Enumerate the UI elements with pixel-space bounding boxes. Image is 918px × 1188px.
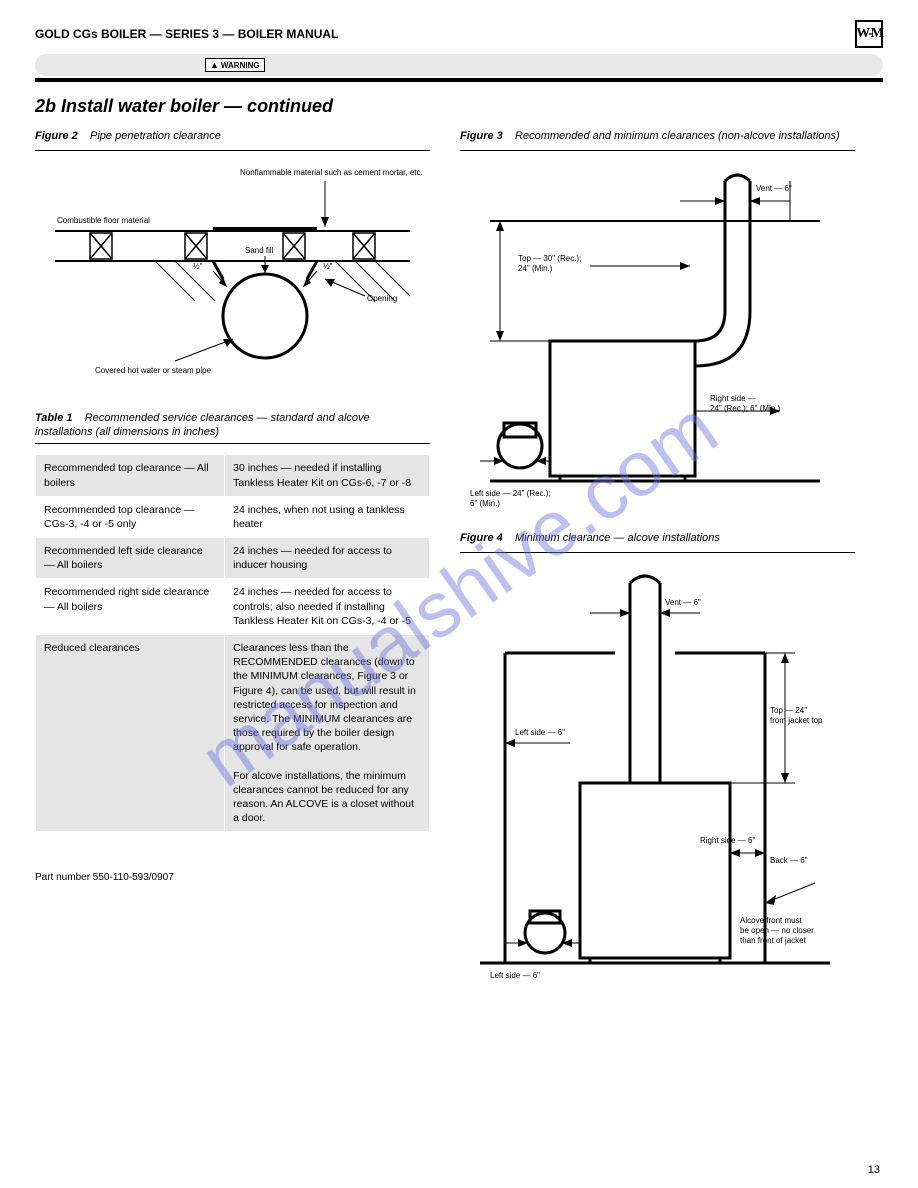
- page-number: 13: [868, 1164, 880, 1176]
- cell: Reduced clearances: [36, 634, 225, 831]
- fig4-lbl-top: Top — 24"from jacket top: [770, 706, 823, 725]
- fig4-lbl-right: Right side — 6": [700, 836, 755, 845]
- table-row: Recommended top clearance — All boilers …: [36, 455, 430, 496]
- cell: Recommended right side clearance — All b…: [36, 579, 225, 635]
- cell: 24 inches — needed for access to inducer…: [225, 538, 430, 579]
- fig3-sub: Recommended and minimum clearances (non-…: [515, 130, 840, 142]
- right-column: Figure 3 Recommended and minimum clearan…: [460, 129, 855, 1013]
- figure3-diagram: Top — 30" (Rec.);24" (Min.) Vent — 6" Ri…: [460, 161, 855, 511]
- table1-caption: Table 1 Recommended service clearances —…: [35, 411, 430, 440]
- fig4-sub: Minimum clearance — alcove installations: [515, 532, 720, 544]
- table-row: Recommended top clearance — CGs-3, -4 or…: [36, 496, 430, 537]
- page-root: GOLD CGs BOILER — SERIES 3 — BOILER MANU…: [0, 0, 918, 1033]
- fig4-rule: [460, 552, 855, 553]
- fig3-num: Figure 3: [460, 130, 503, 142]
- gray-strip: ▲ WARNING: [35, 54, 883, 76]
- fig2-num: Figure 2: [35, 130, 78, 142]
- fig4-num: Figure 4: [460, 532, 503, 544]
- footer-text: Part number 550-110-593/0907: [35, 872, 430, 883]
- left-column: Figure 2 Pipe penetration clearance: [35, 129, 430, 1013]
- fig4-lbl-vent: Vent — 6": [665, 598, 701, 607]
- figure4-caption: Figure 4 Minimum clearance — alcove inst…: [460, 531, 855, 546]
- two-column-layout: Figure 2 Pipe penetration clearance: [35, 129, 883, 1013]
- fig4-lbl-front: Alcove front mustbe open — no closerthan…: [740, 916, 814, 945]
- cell: 24 inches — needed for access to control…: [225, 579, 430, 635]
- fig4-lbl-left2: Left side — 6": [490, 971, 540, 980]
- fig4-lbl-back: Back — 6": [770, 856, 808, 865]
- fig2-lbl-sand: Sand fill: [245, 246, 274, 255]
- tbl-rule: [35, 443, 430, 444]
- warning-text: WARNING: [221, 61, 260, 70]
- thick-rule: [35, 78, 883, 82]
- fig3-lbl-left: Left side — 24" (Rec.);6" (Min.): [470, 489, 551, 508]
- brand-logo: W‑M: [855, 20, 883, 48]
- fig3-rule: [460, 150, 855, 151]
- fig2-sub: Pipe penetration clearance: [90, 130, 221, 142]
- warning-triangle-icon: ▲: [210, 60, 219, 70]
- figure2-diagram: Nonflammable material such as cement mor…: [35, 161, 430, 391]
- cell: 30 inches — needed if installing Tankles…: [225, 455, 430, 496]
- table-row: Reduced clearances Clearances less than …: [36, 634, 430, 831]
- tbl-num: Table 1: [35, 412, 73, 424]
- cell: 24 inches, when not using a tankless hea…: [225, 496, 430, 537]
- fig2-lbl-pipe: Covered hot water or steam pipe: [95, 366, 212, 375]
- warning-badge: ▲ WARNING: [205, 58, 265, 72]
- cell: Recommended left side clearance — All bo…: [36, 538, 225, 579]
- fig2-rule: [35, 150, 430, 151]
- figure2-caption: Figure 2 Pipe penetration clearance: [35, 129, 430, 144]
- fig2-lbl-combust: Combustible floor material: [57, 216, 150, 225]
- cell: Recommended top clearance — All boilers: [36, 455, 225, 496]
- section-title: 2b Install water boiler — continued: [35, 96, 883, 117]
- header-text: GOLD CGs BOILER — SERIES 3 — BOILER MANU…: [35, 27, 338, 41]
- fig3-lbl-right: Right side —24" (Rec.); 6" (Min.): [710, 394, 780, 413]
- fig2-lbl-nonflam: Nonflammable material such as cement mor…: [240, 168, 423, 177]
- logo-glyph: W‑M: [856, 26, 882, 42]
- figure3-caption: Figure 3 Recommended and minimum clearan…: [460, 129, 855, 144]
- header-row: GOLD CGs BOILER — SERIES 3 — BOILER MANU…: [35, 20, 883, 48]
- fig3-lbl-top: Top — 30" (Rec.);24" (Min.): [518, 254, 581, 273]
- fig2-lbl-open: Opening: [367, 294, 397, 303]
- fig2-dim-r: ½": [323, 262, 333, 271]
- table-row: Recommended left side clearance — All bo…: [36, 538, 430, 579]
- fig2-dim-l: ½": [193, 262, 203, 271]
- table-row: Recommended right side clearance — All b…: [36, 579, 430, 635]
- cell: Recommended top clearance — CGs-3, -4 or…: [36, 496, 225, 537]
- figure4-diagram: Vent — 6" Top — 24"from jacket top Left …: [460, 563, 855, 993]
- tbl-sub: Recommended service clearances — standar…: [35, 412, 370, 438]
- cell: Clearances less than the RECOMMENDED cle…: [225, 634, 430, 831]
- table1: Recommended top clearance — All boilers …: [35, 454, 430, 832]
- fig3-lbl-vent: Vent — 6": [756, 184, 792, 193]
- fig4-lbl-left: Left side — 6": [515, 728, 565, 737]
